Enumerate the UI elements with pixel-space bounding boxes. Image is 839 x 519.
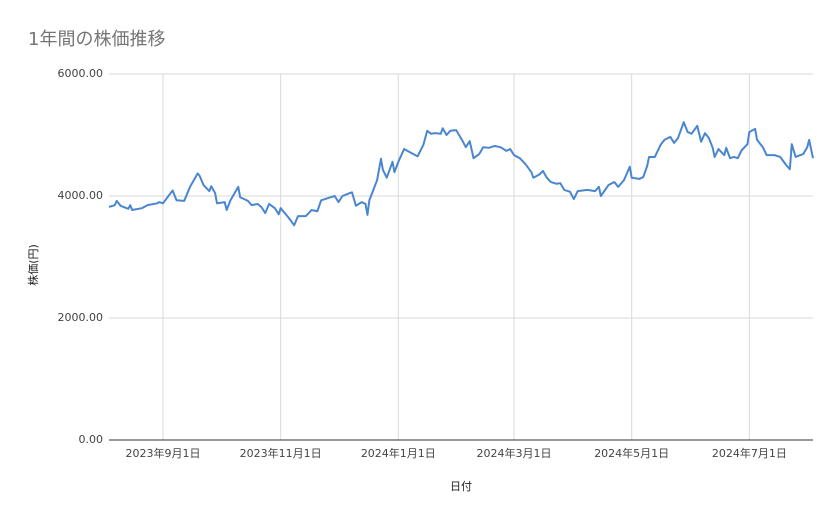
y-tick-label: 4000.00 [58, 189, 104, 202]
y-tick-label: 0.00 [79, 433, 104, 446]
x-axis-title: 日付 [450, 480, 472, 493]
x-tick-label: 2024年5月1日 [594, 446, 669, 460]
x-tick-label: 2024年3月1日 [477, 446, 552, 460]
y-axis-title: 株価(円) [26, 244, 40, 286]
x-tick-label: 2023年9月1日 [126, 446, 201, 460]
x-tick-label: 2024年7月1日 [712, 446, 787, 460]
price-line [108, 121, 814, 227]
x-tick-label: 2024年1月1日 [361, 446, 436, 460]
y-tick-label: 6000.00 [58, 67, 104, 80]
y-tick-label: 2000.00 [58, 311, 104, 324]
x-tick-label: 2023年11月1日 [240, 446, 322, 460]
chart-title: 1年間の株価推移 [28, 29, 165, 50]
